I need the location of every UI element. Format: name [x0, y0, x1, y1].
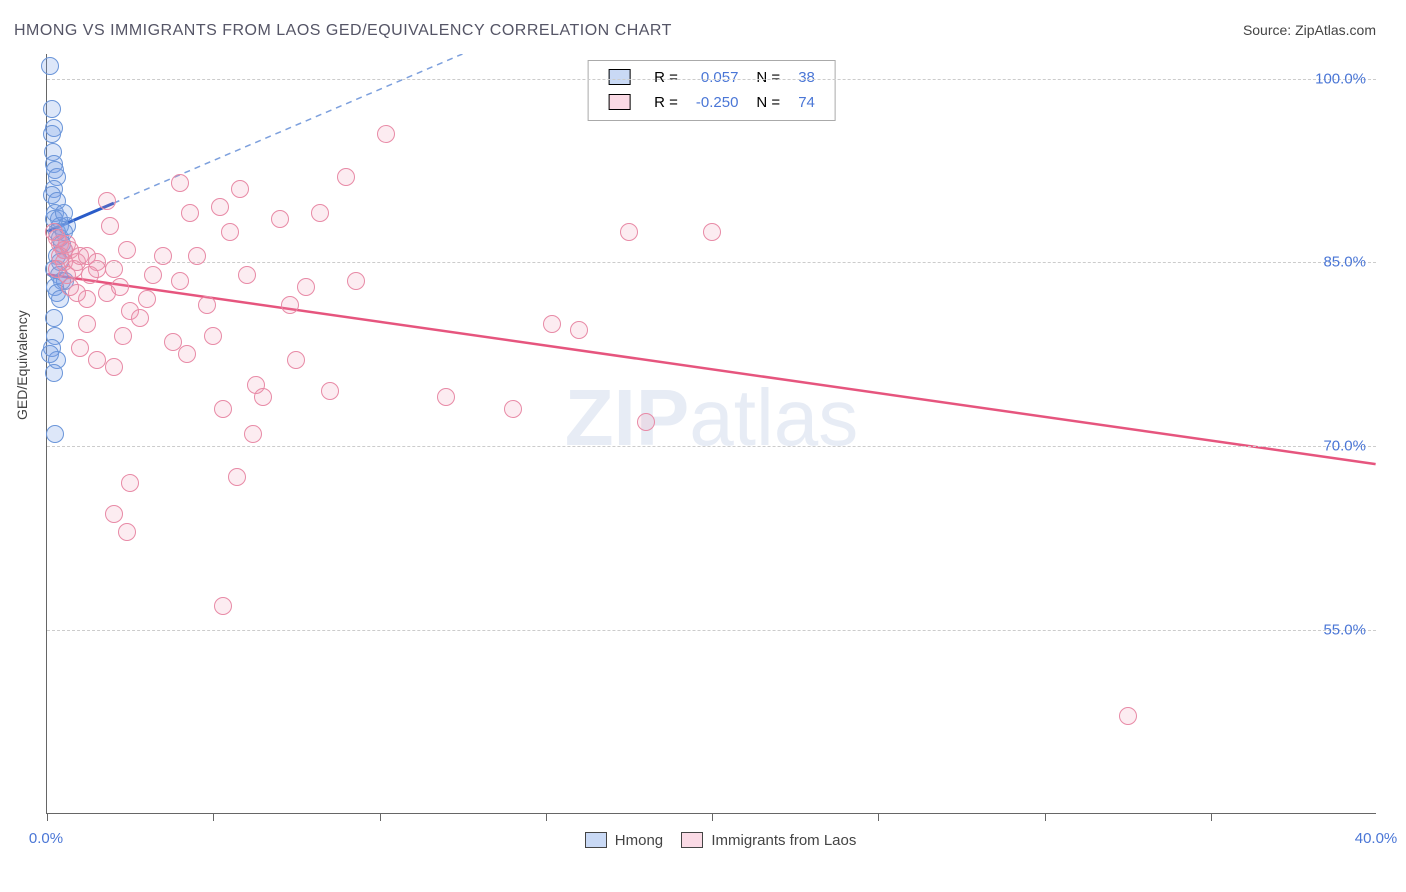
stats-n-label: N =	[748, 92, 788, 115]
legend-chip	[585, 832, 607, 848]
x-tick-label: 40.0%	[1355, 830, 1398, 847]
scatter-point	[43, 100, 61, 118]
x-tick	[546, 813, 547, 821]
scatter-point	[105, 260, 123, 278]
series-legend: Hmong Immigrants from Laos	[47, 832, 1376, 849]
scatter-point	[287, 351, 305, 369]
gridline-horizontal	[47, 262, 1376, 263]
scatter-point	[244, 425, 262, 443]
scatter-point	[111, 278, 129, 296]
scatter-point	[297, 278, 315, 296]
y-tick-label: 70.0%	[1323, 438, 1376, 455]
legend-label: Immigrants from Laos	[707, 832, 856, 849]
scatter-point	[98, 192, 116, 210]
scatter-point	[437, 388, 455, 406]
watermark-rest: atlas	[689, 373, 858, 462]
x-tick	[213, 813, 214, 821]
scatter-point	[71, 339, 89, 357]
scatter-point	[88, 351, 106, 369]
legend-chip	[608, 94, 630, 110]
scatter-point	[46, 425, 64, 443]
legend-chip	[681, 832, 703, 848]
x-tick	[712, 813, 713, 821]
scatter-point	[321, 382, 339, 400]
scatter-point	[88, 260, 106, 278]
scatter-point	[281, 296, 299, 314]
y-tick-label: 55.0%	[1323, 622, 1376, 639]
scatter-point	[45, 309, 63, 327]
y-axis-title: GED/Equivalency	[14, 310, 30, 420]
gridline-horizontal	[47, 446, 1376, 447]
x-tick	[47, 813, 48, 821]
scatter-point	[204, 327, 222, 345]
y-tick-label: 85.0%	[1323, 254, 1376, 271]
x-tick-label: 0.0%	[29, 830, 63, 847]
scatter-point	[78, 315, 96, 333]
scatter-point	[45, 364, 63, 382]
scatter-point	[504, 400, 522, 418]
scatter-point	[114, 327, 132, 345]
scatter-point	[43, 125, 61, 143]
scatter-point	[118, 241, 136, 259]
scatter-point	[61, 278, 79, 296]
scatter-point	[337, 168, 355, 186]
scatter-point	[637, 413, 655, 431]
gridline-horizontal	[47, 630, 1376, 631]
y-tick-label: 100.0%	[1315, 70, 1376, 87]
scatter-point	[105, 505, 123, 523]
scatter-point	[55, 204, 73, 222]
scatter-point	[188, 247, 206, 265]
scatter-point	[1119, 707, 1137, 725]
stats-r-label: R =	[646, 92, 686, 115]
scatter-point	[118, 523, 136, 541]
scatter-point	[214, 597, 232, 615]
scatter-point	[570, 321, 588, 339]
scatter-point	[178, 345, 196, 363]
scatter-point	[347, 272, 365, 290]
scatter-point	[105, 358, 123, 376]
scatter-point	[101, 217, 119, 235]
scatter-point	[214, 400, 232, 418]
stats-legend-box: R =0.057N =38R =-0.250N =74	[587, 60, 836, 121]
x-tick	[878, 813, 879, 821]
scatter-point	[41, 345, 59, 363]
scatter-point	[154, 247, 172, 265]
x-tick	[380, 813, 381, 821]
scatter-point	[703, 223, 721, 241]
scatter-point	[41, 57, 59, 75]
watermark-bold: ZIP	[565, 373, 689, 462]
stats-row: R =-0.250N =74	[600, 92, 823, 115]
scatter-point	[271, 210, 289, 228]
scatter-point	[144, 266, 162, 284]
scatter-point	[121, 474, 139, 492]
plot-area: ZIPatlas R =0.057N =38R =-0.250N =74 Hmo…	[46, 54, 1376, 814]
watermark: ZIPatlas	[565, 372, 858, 464]
source-attribution: Source: ZipAtlas.com	[1243, 22, 1376, 38]
legend-chip	[608, 69, 630, 85]
stats-n-value: 74	[790, 92, 823, 115]
gridline-horizontal	[47, 79, 1376, 80]
scatter-point	[620, 223, 638, 241]
scatter-point	[131, 309, 149, 327]
scatter-point	[181, 204, 199, 222]
scatter-point	[228, 468, 246, 486]
scatter-point	[254, 388, 272, 406]
legend-label: Hmong	[611, 832, 664, 849]
x-tick	[1045, 813, 1046, 821]
chart-title: HMONG VS IMMIGRANTS FROM LAOS GED/EQUIVA…	[14, 22, 672, 40]
x-tick	[1211, 813, 1212, 821]
scatter-point	[231, 180, 249, 198]
scatter-point	[198, 296, 216, 314]
scatter-point	[171, 174, 189, 192]
scatter-point	[311, 204, 329, 222]
stats-r-value: -0.250	[688, 92, 747, 115]
scatter-point	[171, 272, 189, 290]
trend-line-dashed	[114, 54, 463, 203]
scatter-point	[138, 290, 156, 308]
scatter-point	[238, 266, 256, 284]
scatter-point	[543, 315, 561, 333]
scatter-point	[211, 198, 229, 216]
scatter-point	[221, 223, 239, 241]
scatter-point	[377, 125, 395, 143]
